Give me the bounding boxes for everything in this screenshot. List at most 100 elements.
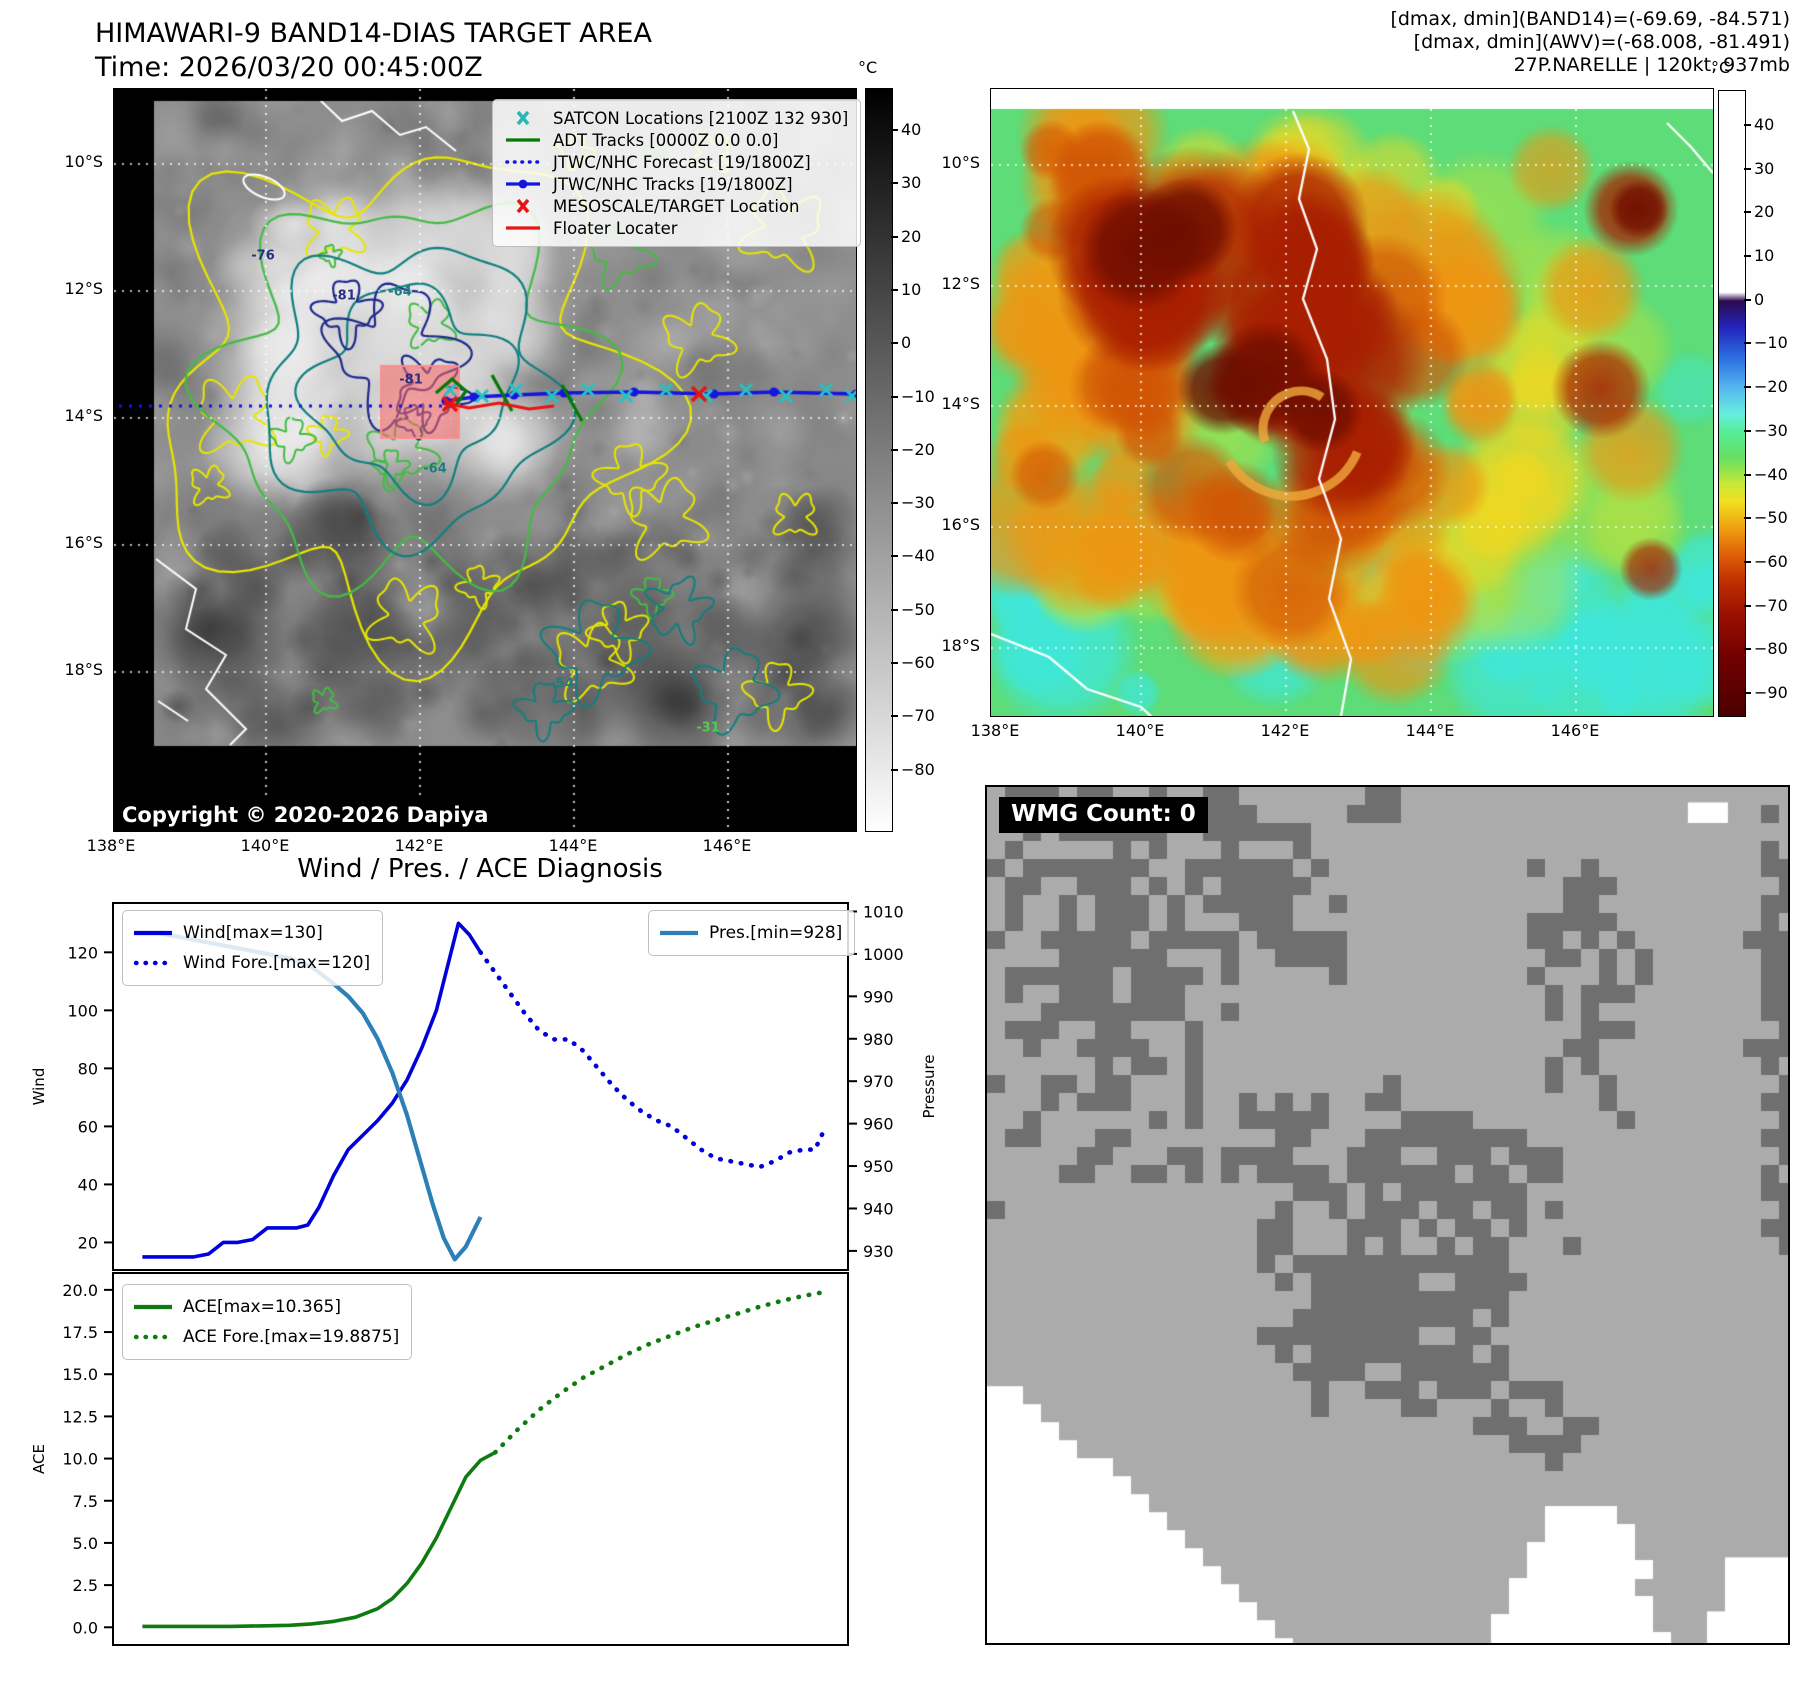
awv-colorbar-tick-label: −60	[1754, 552, 1788, 572]
line-swatch-icon	[503, 132, 543, 148]
legend-item: SATCON Locations [2100Z 132 930]	[503, 107, 848, 129]
awv-colorbar-tick	[1744, 386, 1751, 389]
band14-colorbar-tick-label: −70	[901, 706, 935, 726]
band14-colorbar-tick-label: 10	[901, 279, 922, 299]
diagnosis-title: Wind / Pres. / ACE Diagnosis	[297, 854, 663, 884]
legend-item-label: JTWC/NHC Forecast [19/1800Z]	[553, 152, 811, 172]
header-dmax-awv: [dmax, dmin](AWV)=(-68.008, -81.491)	[1413, 31, 1790, 53]
legend-item-label: MESOSCALE/TARGET Location	[553, 196, 800, 216]
y-axis-right-tick-label: 930	[863, 1242, 894, 1261]
dotted-line-swatch-icon	[133, 955, 173, 971]
y-axis-tick-label: 10.0	[62, 1450, 98, 1469]
y-axis-tick-label: 7.5	[73, 1492, 98, 1511]
awv-colorbar-tick	[1744, 123, 1751, 126]
contour-value-label: -81	[332, 288, 356, 304]
legend-item-label: Wind[max=130]	[183, 923, 323, 943]
y-axis-tick-label: 0.0	[73, 1618, 98, 1637]
awv-colorbar-tick	[1744, 167, 1751, 170]
wind-legend: Wind[max=130] Wind Fore.[max=120]	[122, 910, 384, 986]
band14-colorbar-tick	[891, 608, 898, 611]
y-axis-tick-label: 100	[67, 1001, 98, 1020]
y-axis-tick-label: 2.5	[73, 1576, 98, 1595]
legend-item: ACE[max=10.365]	[133, 1292, 399, 1322]
band14-colorbar-tick	[891, 662, 898, 664]
x-marker-icon	[503, 110, 543, 126]
band14-lat-tick-label: 14°S	[64, 406, 103, 425]
band14-colorbar-tick	[891, 715, 898, 718]
copyright-banner: Copyright © 2020-2026 Dapiya	[114, 800, 499, 832]
awv-colorbar-tick	[1744, 473, 1751, 476]
solid-line-swatch-icon	[659, 925, 699, 941]
legend-item-label: Wind Fore.[max=120]	[183, 953, 371, 973]
band14-lat-tick-label: 12°S	[64, 279, 103, 298]
y-axis-tick-label: 120	[67, 943, 98, 962]
wmg-panel	[985, 785, 1790, 1645]
y-axis-label: Wind	[30, 1068, 48, 1106]
awv-lat-tick-label: 18°S	[941, 636, 980, 655]
band14-colorbar-tick	[891, 342, 898, 345]
y-axis-tick-label: 15.0	[62, 1365, 98, 1384]
band14-lat-tick-label: 16°S	[64, 533, 103, 552]
y-axis-tick-label: 40	[78, 1175, 98, 1194]
band14-lon-tick-label: 142°E	[394, 836, 444, 855]
band14-colorbar-tick	[891, 235, 898, 238]
band14-colorbar-tick-label: −20	[901, 439, 935, 459]
x-marker-icon	[503, 198, 543, 214]
band14-lon-tick-label: 140°E	[240, 836, 290, 855]
contour-value-label: -54	[550, 676, 574, 692]
band14-colorbar-tick	[891, 555, 898, 558]
series-forecast-line	[492, 1289, 829, 1455]
awv-colorbar-tick-label: −30	[1754, 420, 1788, 440]
legend-item: Floater Locater	[503, 217, 848, 239]
series-analysis-line	[142, 1450, 497, 1629]
awv-colorbar-tick-label: −20	[1754, 377, 1788, 397]
contour-value-label: -31	[696, 720, 720, 736]
awv-lon-tick-label: 138°E	[970, 721, 1020, 740]
awv-colorbar-tick	[1744, 692, 1751, 695]
awv-colorbar-tick	[1744, 298, 1751, 301]
legend-item: Pres.[min=928]	[659, 918, 842, 948]
ace-legend: ACE[max=10.365] ACE Fore.[max=19.8875]	[122, 1284, 413, 1360]
awv-colorbar-tick	[1744, 342, 1751, 345]
awv-colorbar-tick	[1744, 648, 1751, 651]
series-forecast-line	[478, 949, 829, 1170]
band14-colorbar-tick-label: −60	[901, 653, 935, 672]
awv-satellite-map	[990, 88, 1714, 717]
band14-title: HIMAWARI-9 BAND14-DIAS TARGET AREA	[95, 18, 652, 49]
legend-item: JTWC/NHC Tracks [19/1800Z]	[503, 173, 848, 195]
contour-value-label: -81	[399, 372, 423, 388]
legend-item-label: JTWC/NHC Tracks [19/1800Z]	[553, 174, 793, 194]
contour-value-label: -76	[251, 248, 275, 264]
awv-colorbar-tick	[1744, 561, 1751, 564]
band14-lat-tick-label: 10°S	[64, 152, 103, 171]
y-axis-tick-label: 5.0	[73, 1534, 98, 1553]
band14-colorbar-tick	[891, 395, 898, 398]
legend-item: Wind[max=130]	[133, 918, 370, 948]
awv-colorbar-tick-label: −10	[1754, 333, 1788, 353]
band14-colorbar-tick-label: 40	[901, 120, 922, 139]
awv-lon-tick-label: 146°E	[1550, 721, 1600, 740]
awv-colorbar-tick	[1744, 517, 1751, 520]
band14-colorbar-tick	[891, 448, 898, 451]
pressure-legend: Pres.[min=928]	[648, 910, 856, 956]
awv-colorbar-tick-label: 40	[1754, 114, 1775, 134]
wmg-map	[987, 787, 1788, 1643]
awv-colorbar-tick	[1744, 604, 1751, 607]
contour-value-label: -64	[423, 461, 447, 477]
y-axis-tick-label: 60	[78, 1117, 98, 1136]
header-dmax-band14: [dmax, dmin](BAND14)=(-69.69, -84.571)	[1390, 8, 1790, 30]
awv-lat-tick-label: 14°S	[941, 394, 980, 413]
awv-lat-tick-label: 10°S	[941, 153, 980, 172]
awv-colorbar-tick-label: −90	[1754, 683, 1788, 703]
y-axis-label: ACE	[30, 1444, 48, 1474]
legend-item: JTWC/NHC Forecast [19/1800Z]	[503, 151, 848, 173]
awv-colorbar-tick-label: 10	[1754, 246, 1775, 266]
line-swatch-icon	[503, 220, 543, 236]
dotted-line-swatch-icon	[133, 1329, 173, 1345]
legend-item-label: ADT Tracks [0000Z 0.0 0.0]	[553, 130, 779, 150]
awv-colorbar-tick	[1744, 211, 1751, 214]
band14-lon-tick-label: 144°E	[548, 836, 598, 855]
awv-colorbar-tick-label: −80	[1754, 639, 1788, 659]
y-axis-tick-label: 20	[78, 1233, 98, 1252]
